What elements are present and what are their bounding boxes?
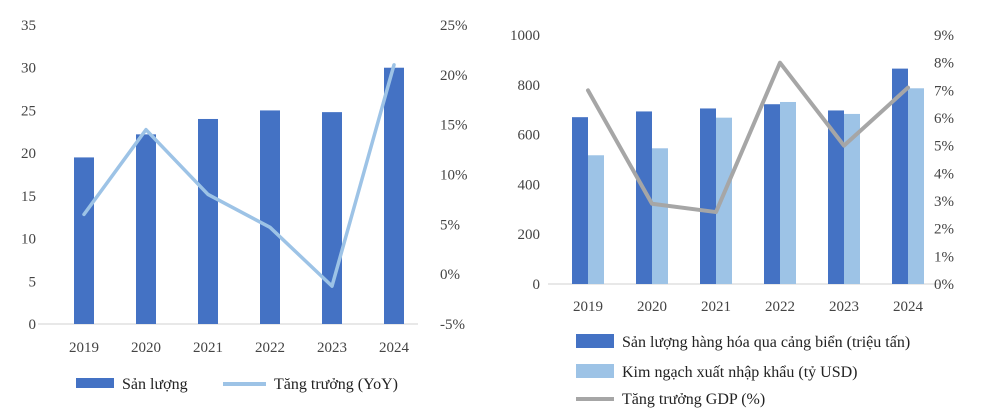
x-tick-label: 2021: [193, 340, 223, 356]
x-tick-label: 2021: [701, 299, 731, 315]
x-tick-label: 2024: [893, 299, 924, 315]
line-point-gdp: [906, 86, 910, 90]
bar-kim-ngach: [844, 113, 860, 284]
y2-tick-label: 6%: [934, 111, 954, 127]
y2-tick-label: 4%: [934, 166, 954, 182]
line-tang-truong-gdp: [586, 60, 910, 215]
line-point-gdp: [586, 88, 590, 92]
y2-tick-label: 15%: [440, 118, 468, 134]
x-tick-label: 2023: [829, 299, 859, 315]
bar-kim-ngach: [908, 88, 924, 284]
line-point-tang-truong: [268, 225, 272, 229]
bar-kim-ngach: [652, 148, 668, 284]
legend-label-gdp: Tăng trưởng GDP (%): [622, 391, 765, 408]
y2-tick-label: 1%: [934, 249, 954, 265]
bar-san-luong-hang-hoa: [764, 104, 780, 284]
bar-san-luong: [74, 157, 94, 324]
y2-tick-label: 8%: [934, 56, 954, 72]
bar-san-luong-hang-hoa: [892, 68, 908, 285]
line-point-tang-truong: [206, 192, 210, 196]
bar-san-luong-hang-hoa: [572, 117, 588, 284]
y-tick-label: 0: [29, 317, 37, 333]
y-tick-label: 5: [29, 274, 37, 290]
y-tick-label: 200: [518, 227, 541, 243]
line-point-tang-truong: [82, 212, 86, 216]
x-tick-label: 2020: [131, 340, 161, 356]
x-tick-label: 2019: [573, 299, 603, 315]
bar-san-luong-hang-hoa: [700, 108, 716, 284]
y2-tick-label: 5%: [440, 217, 460, 233]
y2-tick-label: 7%: [934, 83, 954, 99]
x-tick-label: 2020: [637, 299, 667, 315]
bar-san-luong-hang-hoa: [828, 110, 844, 285]
chart-left: 0 5 10 15 20 25 30 35 -5% 0% 5% 10% 15% 20% 25% 2019 202…: [21, 18, 468, 393]
bar-kim-ngach: [780, 101, 796, 284]
bar-san-luong: [198, 118, 218, 324]
legend-label-kim-ngach: Kim ngạch xuất nhập khẩu (tỷ USD): [622, 364, 858, 381]
x-tick-label: 2019: [69, 340, 99, 356]
line-point-gdp: [778, 61, 782, 65]
y2-tick-label: 3%: [934, 194, 954, 210]
y-tick-label: 10: [21, 232, 36, 248]
line-point-tang-truong: [330, 284, 334, 288]
bar-san-luong-hang-hoa: [636, 111, 652, 285]
y-tick-label: 35: [21, 18, 36, 34]
y2-tick-label: 25%: [440, 18, 468, 34]
legend-swatch-san-luong: [76, 378, 114, 388]
line-point-gdp: [842, 144, 846, 148]
x-tick-label: 2022: [765, 299, 795, 315]
legend-swatch-kim-ngach: [576, 364, 614, 378]
line-tang-truong-yoy: [82, 63, 396, 288]
legend-label-san-luong-hang-hoa: Sản lượng hàng hóa qua cảng biển (triệu …: [622, 334, 910, 351]
line-point-gdp: [714, 210, 718, 214]
y-tick-label: 25: [21, 103, 36, 119]
x-tick-label: 2023: [317, 340, 347, 356]
y-tick-label: 1000: [510, 28, 540, 44]
x-tick-label: 2022: [255, 340, 285, 356]
bar-san-luong: [136, 134, 156, 324]
y2-tick-label: 2%: [934, 222, 954, 238]
y2-tick-label: 9%: [934, 28, 954, 44]
x-tick-label: 2024: [379, 340, 410, 356]
y2-tick-label: 10%: [440, 168, 468, 184]
y2-tick-label: 0%: [440, 267, 460, 283]
y-tick-label: 600: [518, 128, 541, 144]
chart-right: 0 200 400 600 800 1000 0% 1% 2% 3% 4% 5% 6% 7% 8% 9% 201…: [510, 28, 954, 408]
y-tick-label: 20: [21, 146, 36, 162]
bar-san-luong: [322, 112, 342, 324]
y2-tick-label: -5%: [440, 317, 465, 333]
y2-tick-label: 20%: [440, 68, 468, 84]
legend-label-san-luong: Sản lượng: [122, 376, 188, 393]
y-tick-label: 400: [518, 177, 541, 193]
line-point-tang-truong: [392, 63, 396, 67]
line-point-tang-truong: [144, 128, 148, 132]
y2-tick-label: 0%: [934, 277, 954, 293]
bar-san-luong: [384, 67, 404, 324]
y-tick-label: 15: [21, 189, 36, 205]
y-tick-label: 0: [533, 277, 541, 293]
bar-kim-ngach: [716, 117, 732, 284]
y-tick-label: 30: [21, 61, 36, 77]
bar-san-luong: [260, 110, 280, 324]
legend-swatch-san-luong-hang-hoa: [576, 334, 614, 348]
y2-tick-label: 5%: [934, 139, 954, 155]
legend-label-tang-truong: Tăng trưởng (YoY): [274, 376, 398, 393]
line-point-gdp: [650, 202, 654, 206]
bar-kim-ngach: [588, 155, 604, 284]
y-tick-label: 800: [518, 78, 541, 94]
